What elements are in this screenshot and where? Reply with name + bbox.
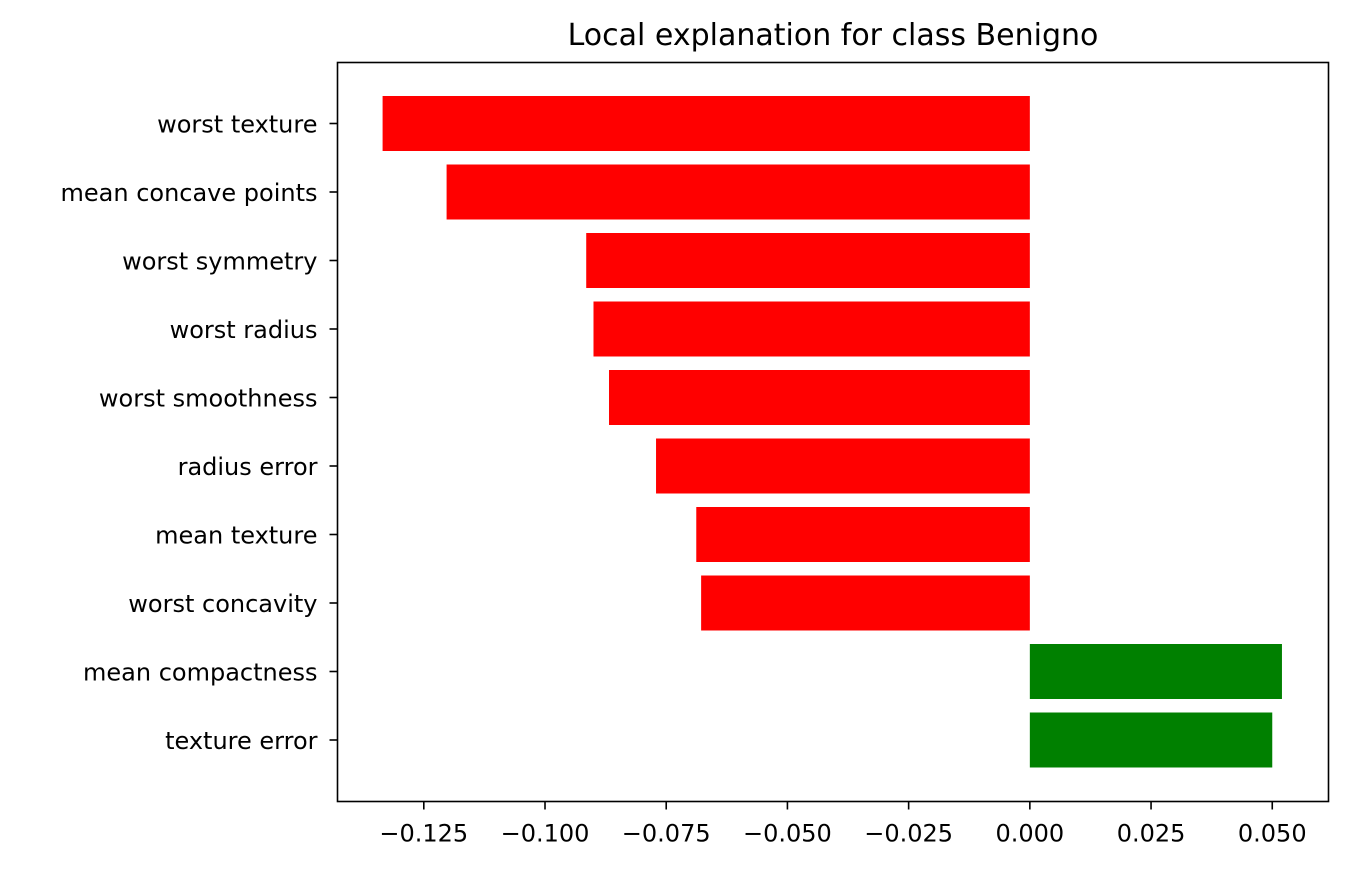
bar-worst-radius xyxy=(593,301,1030,357)
bar-mean-texture xyxy=(696,507,1030,562)
y-tick-label: radius error xyxy=(178,453,318,481)
y-tick-label: worst radius xyxy=(170,316,318,344)
x-tick-label: −0.075 xyxy=(622,820,711,848)
bars xyxy=(382,96,1282,768)
y-tick-label: worst concavity xyxy=(128,590,317,618)
x-tick-label: −0.125 xyxy=(379,820,468,848)
bar-worst-smoothness xyxy=(609,370,1030,425)
bar-worst-texture xyxy=(382,96,1030,151)
y-tick-label: mean texture xyxy=(155,522,317,550)
y-tick-label: texture error xyxy=(165,727,318,755)
bar-radius-error xyxy=(656,438,1030,494)
x-tick-label: −0.025 xyxy=(864,820,953,848)
chart-title: Local explanation for class Benigno xyxy=(568,18,1099,53)
bar-texture-error xyxy=(1029,712,1273,768)
x-tick-label: 0.050 xyxy=(1238,820,1307,848)
y-tick-label: mean concave points xyxy=(61,179,318,207)
y-tick-label: mean compactness xyxy=(83,659,317,687)
x-tick-label: 0.000 xyxy=(995,820,1064,848)
y-tick-label: worst smoothness xyxy=(99,385,318,413)
bar-worst-symmetry xyxy=(586,233,1030,288)
y-tick-label: worst texture xyxy=(157,111,317,139)
y-tick-label: worst symmetry xyxy=(122,248,317,276)
bar-worst-concavity xyxy=(701,575,1030,631)
bar-mean-compactness xyxy=(1029,644,1282,699)
x-tick-label: −0.100 xyxy=(501,820,590,848)
bar-mean-concave-points xyxy=(446,164,1030,220)
y-axis: worst texture mean concave points worst sy… xyxy=(61,111,338,755)
x-tick-label: 0.025 xyxy=(1117,820,1186,848)
x-tick-label: −0.050 xyxy=(743,820,832,848)
x-axis: −0.125 −0.100 −0.075 −0.050 −0.025 0.000 0.025… xyxy=(379,801,1307,848)
plot-frame xyxy=(336,61,1330,803)
